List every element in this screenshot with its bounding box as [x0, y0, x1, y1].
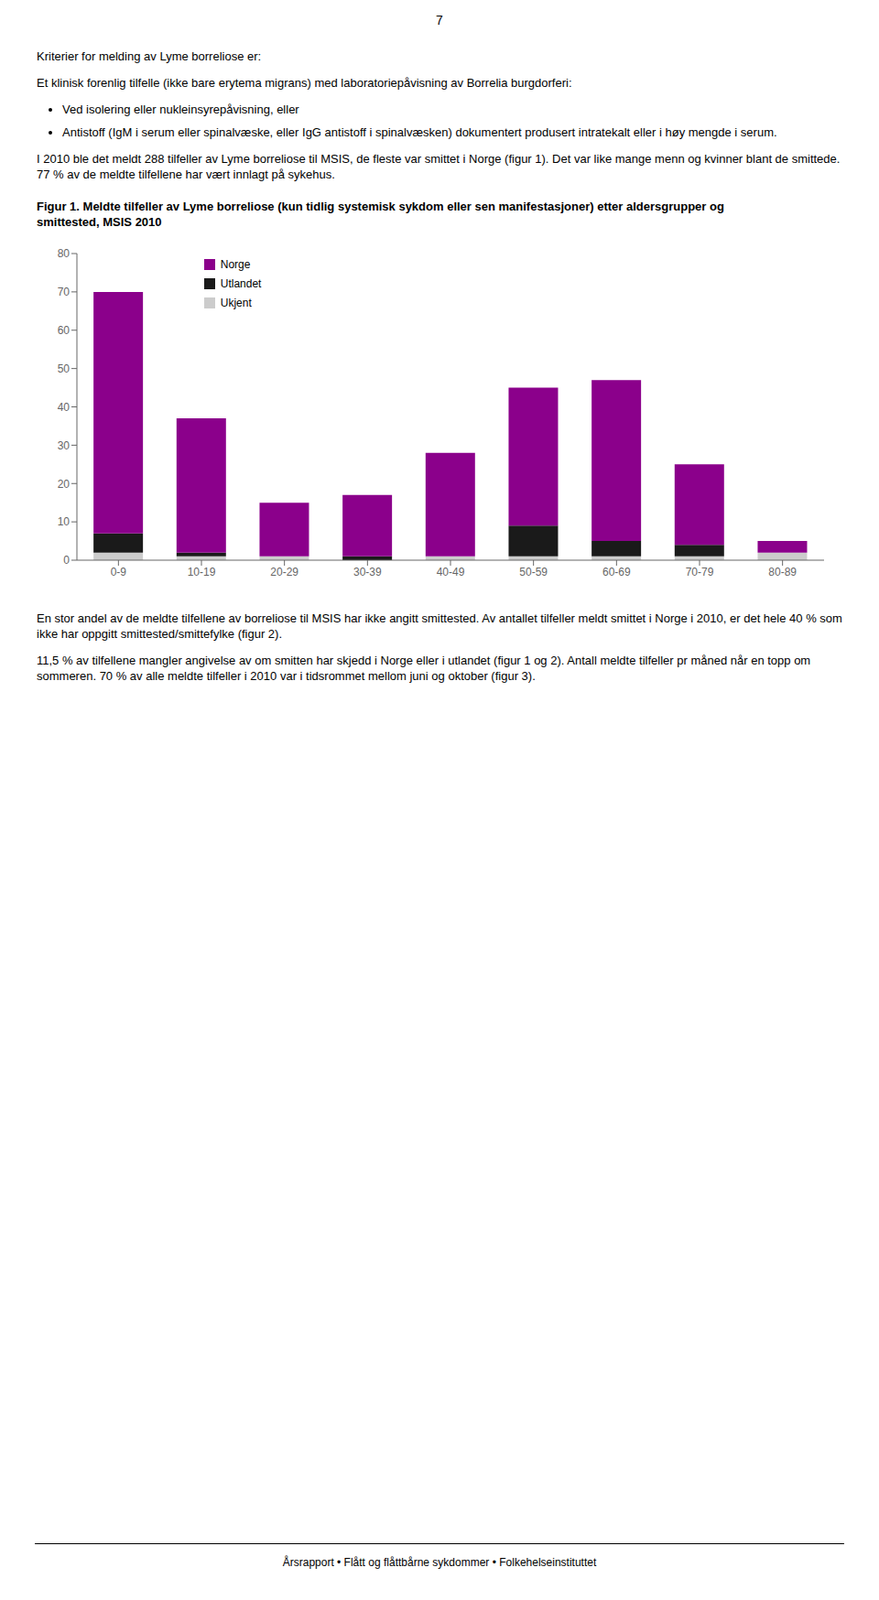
html-text:7: 7 — [435, 12, 444, 28]
html-text:En stor andel av de meldte til: En stor andel av de meldte tilfellene av… — [36, 611, 843, 641]
svg-text:40-49: 40-49 — [436, 565, 466, 579]
svg-text:60-69: 60-69 — [602, 565, 631, 579]
svg-text:30-39: 30-39 — [353, 565, 382, 579]
svg-text:10: 10 — [57, 515, 71, 529]
svg-text:30: 30 — [57, 439, 71, 453]
html-text:Utlandet: Utlandet — [220, 277, 262, 291]
html-text:Kriterier for melding av Lyme: Kriterier for melding av Lyme borreliose… — [36, 49, 262, 64]
svg-text:50: 50 — [57, 362, 71, 376]
svg-text:0-9: 0-9 — [110, 565, 128, 579]
html-text:I 2010 ble det meldt 288 tilfe: I 2010 ble det meldt 288 tilfeller av Ly… — [36, 151, 840, 182]
svg-text:10-19: 10-19 — [187, 565, 217, 579]
html-text:Ved isolering eller nukleinsyr: Ved isolering eller nukleinsyrepåvisning… — [62, 102, 300, 117]
svg-text:50-59: 50-59 — [519, 565, 548, 579]
html-text:Norge: Norge — [220, 258, 251, 272]
svg-text:0: 0 — [63, 553, 70, 567]
html-text:Figur 1. Meldte tilfeller av L: Figur 1. Meldte tilfeller av Lyme borrel… — [36, 199, 725, 229]
html-text:Årsrapport • Flått og flåttbår: Årsrapport • Flått og flåttbårne sykdomm… — [282, 1556, 597, 1570]
html-text:Et klinisk forenlig tilfelle (: Et klinisk forenlig tilfelle (ikke bare … — [36, 75, 572, 90]
svg-text:70-79: 70-79 — [685, 565, 715, 579]
svg-text:20-29: 20-29 — [270, 565, 299, 579]
svg-text:20: 20 — [57, 477, 71, 491]
svg-text:60: 60 — [57, 324, 71, 337]
html-text:Antistoff (IgM i serum eller s: Antistoff (IgM i serum eller spinalvæske… — [62, 125, 777, 140]
svg-text:40: 40 — [57, 401, 71, 414]
svg-text:80: 80 — [57, 247, 71, 261]
svg-text:70: 70 — [57, 285, 71, 299]
html-text:Ukjent: Ukjent — [220, 296, 252, 310]
html-text:11,5 % av tilfellene mangler a: 11,5 % av tilfellene mangler angivelse a… — [36, 653, 811, 684]
svg-text:80-89: 80-89 — [768, 565, 797, 579]
